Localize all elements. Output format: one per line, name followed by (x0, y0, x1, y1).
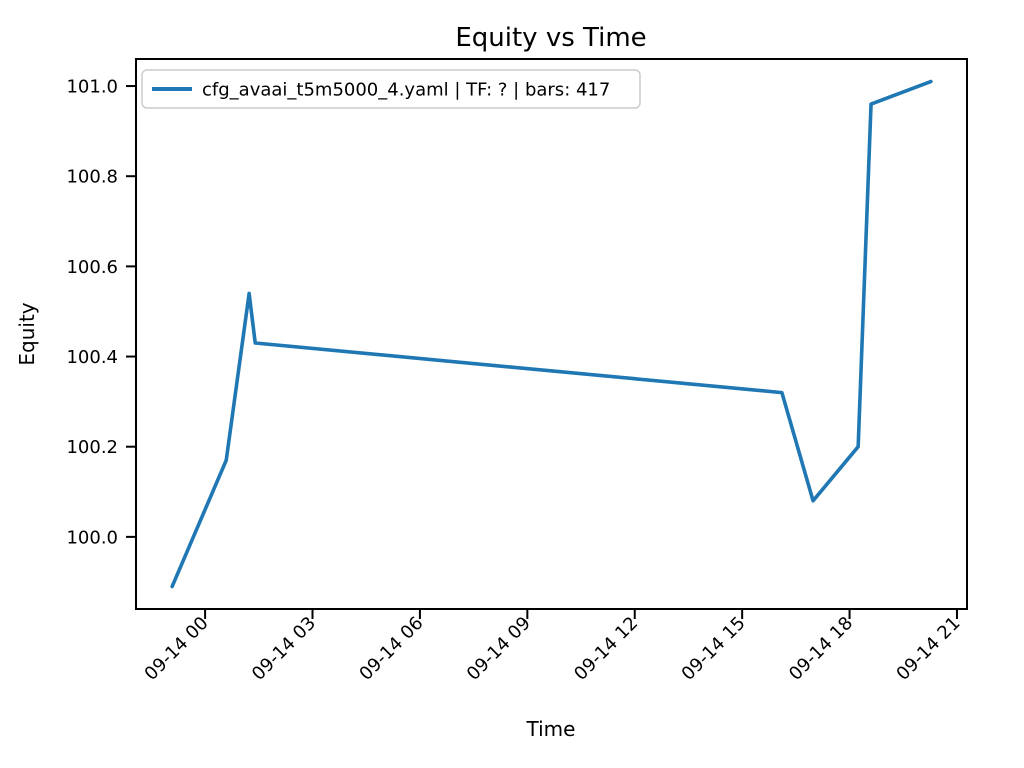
x-tick-label: 09-14 06 (355, 613, 427, 685)
equity-line-series (170, 79, 933, 589)
x-tick-label: 09-14 12 (570, 613, 642, 685)
x-tick-label: 09-14 00 (141, 613, 213, 685)
x-axis-ticks: 09-14 00 09-14 03 09-14 06 09-14 09 09-14 12… (141, 610, 965, 685)
y-tick-label: 100.2 (66, 437, 118, 458)
x-axis-label: Time (526, 717, 576, 741)
legend-label: cfg_avaai_t5m5000_4.yaml | TF: ? | bars:… (202, 80, 610, 101)
x-tick-label: 09-14 18 (785, 613, 857, 685)
chart-title: Equity vs Time (455, 23, 646, 53)
y-tick-label: 100.6 (66, 257, 118, 278)
y-tick-label: 100.4 (66, 347, 118, 368)
x-tick-label: 09-14 21 (892, 613, 964, 685)
x-tick-label: 09-14 09 (463, 613, 535, 685)
legend-box (141, 69, 641, 109)
y-tick-label: 101.0 (66, 77, 118, 98)
y-axis-ticks: 100.0 100.2 100.4 100.6 100.8 101.0 (66, 77, 135, 548)
x-tick-label: 09-14 15 (678, 613, 750, 685)
x-tick-label: 09-14 03 (248, 613, 320, 685)
y-tick-label: 100.8 (66, 167, 118, 188)
legend: cfg_avaai_t5m5000_4.yaml | TF: ? | bars:… (141, 69, 641, 109)
y-tick-label: 100.0 (66, 527, 118, 548)
y-axis-label: Equity (15, 302, 39, 365)
plot-area (135, 58, 968, 610)
